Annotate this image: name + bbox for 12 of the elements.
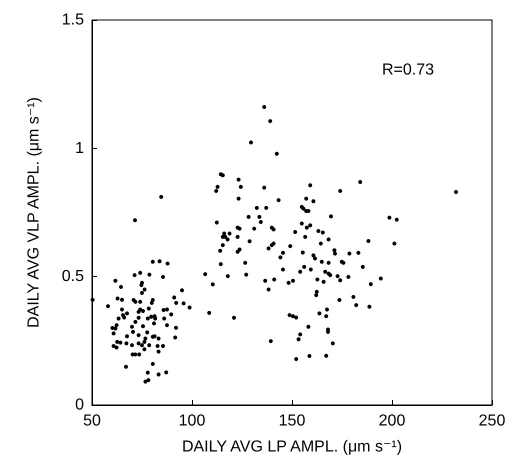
- x-tick-label: 250: [478, 412, 506, 430]
- x-tick-label: 50: [83, 412, 101, 430]
- y-axis-title: DAILY AVG VLP AMPL. (μm s⁻¹): [26, 97, 42, 328]
- x-axis-title: DAILY AVG LP AMPL. (μm s⁻¹): [182, 438, 402, 456]
- x-tick-label: 100: [178, 412, 206, 430]
- y-tick-label: 0: [75, 396, 84, 414]
- y-tick-label: 0.5: [62, 268, 84, 286]
- y-tick-label: 1: [75, 140, 84, 157]
- x-tick-label: 200: [378, 412, 406, 430]
- x-tick-label: 150: [278, 412, 306, 430]
- y-tick-label: 1.5: [62, 12, 84, 28]
- annotation: R=0.73: [382, 62, 434, 78]
